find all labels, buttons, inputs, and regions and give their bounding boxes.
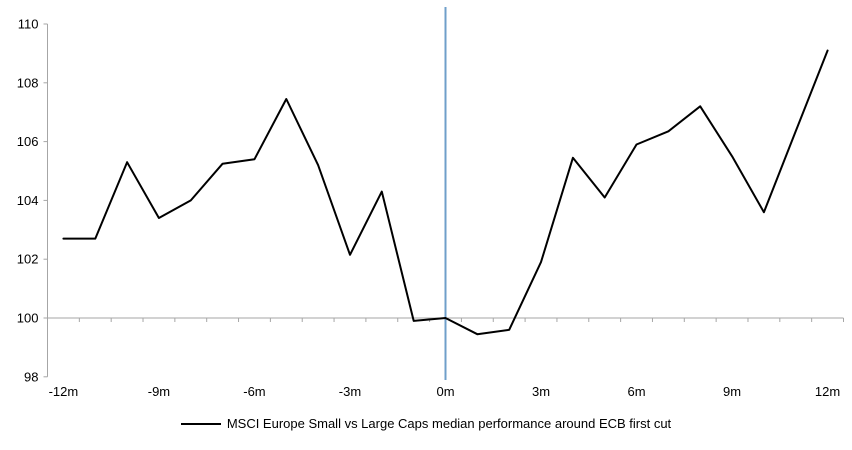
x-axis-label: 12m [815, 384, 840, 399]
y-axis-label: 100 [17, 311, 39, 326]
y-axis-label: 110 [18, 17, 39, 32]
series-line [62, 49, 829, 336]
y-axis-label: 102 [17, 252, 39, 267]
y-axis-label: 108 [17, 75, 39, 90]
x-axis-label: 3m [532, 384, 550, 399]
y-axis-label: 106 [17, 134, 39, 149]
x-axis-label: -9m [148, 384, 170, 399]
x-axis-label: -3m [339, 384, 361, 399]
legend-line-sample [180, 422, 221, 425]
x-axis-label: 9m [723, 384, 741, 399]
x-axis-label: 6m [628, 384, 646, 399]
legend-label: MSCI Europe Small vs Large Caps median p… [226, 416, 672, 431]
x-axis-label: -6m [243, 384, 265, 399]
y-axis-label: 104 [17, 193, 39, 208]
x-axis-label: -12m [49, 384, 79, 399]
legend: MSCI Europe Small vs Large Caps median p… [0, 416, 852, 431]
y-axis-label: 98 [24, 369, 38, 384]
x-axis-label: 0m [436, 384, 454, 399]
